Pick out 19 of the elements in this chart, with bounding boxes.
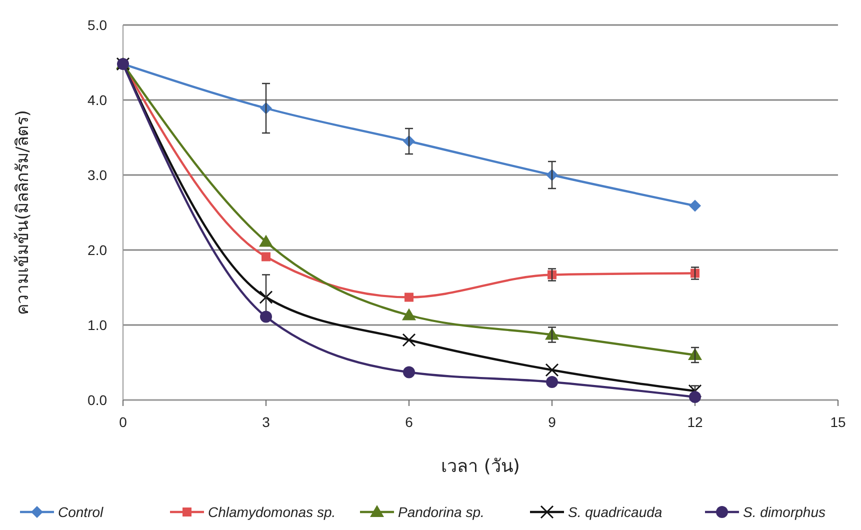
legend-label: S. dimorphus [743, 504, 826, 520]
x-tick-label: 0 [119, 414, 128, 430]
x-tick-label: 9 [548, 414, 556, 430]
legend-label: Pandorina sp. [398, 504, 484, 520]
x-tick-label: 12 [687, 414, 703, 430]
y-tick-label: 5.0 [88, 17, 108, 33]
legend-label: S. quadricauda [568, 504, 662, 520]
y-tick-label: 3.0 [88, 167, 108, 183]
y-axis-title: ความเข้มข้น(มิลลิกรัม/ลิตร) [13, 110, 33, 315]
x-tick-label: 3 [262, 414, 270, 430]
x-tick-label: 15 [830, 414, 846, 430]
x-axis-title: เวลา (วัน) [441, 456, 520, 477]
legend-label: Control [58, 504, 104, 520]
x-tick-label: 6 [405, 414, 414, 430]
y-tick-label: 0.0 [88, 392, 108, 408]
y-tick-label: 4.0 [88, 92, 108, 108]
legend-label: Chlamydomonas sp. [208, 504, 336, 520]
y-tick-label: 1.0 [88, 317, 108, 333]
y-tick-label: 2.0 [88, 242, 108, 258]
